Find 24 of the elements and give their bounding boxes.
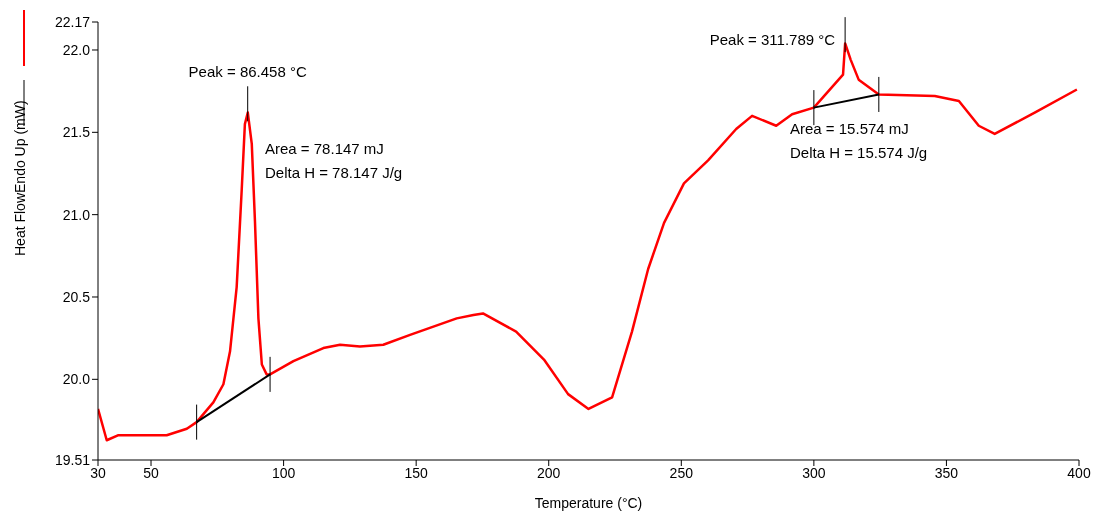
y-tick-label: 19.51 bbox=[54, 451, 91, 468]
y-tick-label: 22.0 bbox=[62, 41, 91, 58]
annotation: Area = 15.574 mJ bbox=[790, 120, 909, 137]
x-tick-label: 50 bbox=[143, 464, 160, 481]
annotation: Peak = 86.458 °C bbox=[188, 62, 307, 80]
x-tick-label: 350 bbox=[934, 464, 959, 481]
annotation: Delta H = 15.574 J/g bbox=[790, 144, 928, 161]
y-tick-label: 20.0 bbox=[62, 371, 91, 388]
x-tick-label: 250 bbox=[669, 464, 694, 481]
y-axis-title: Heat FlowEndo Up (mW) bbox=[11, 100, 28, 256]
y-tick-label: 21.0 bbox=[62, 206, 91, 223]
annotation: Peak = 311.789 °C bbox=[709, 31, 836, 49]
x-tick-label: 100 bbox=[271, 464, 296, 481]
annotation: Delta H = 78.147 J/g bbox=[265, 164, 403, 181]
x-axis-title: Temperature (°C) bbox=[534, 495, 643, 511]
y-tick-label: 22.17 bbox=[54, 13, 91, 30]
y-tick-label: 20.5 bbox=[62, 288, 91, 305]
x-tick-label: 150 bbox=[404, 464, 429, 481]
annotation: Area = 78.147 mJ bbox=[265, 140, 384, 157]
x-tick-label: 200 bbox=[537, 464, 561, 481]
y-tick-label: 21.5 bbox=[62, 124, 91, 141]
x-tick-label: 400 bbox=[1067, 464, 1091, 481]
x-tick-label: 30 bbox=[90, 464, 106, 481]
x-tick-label: 300 bbox=[802, 464, 826, 481]
